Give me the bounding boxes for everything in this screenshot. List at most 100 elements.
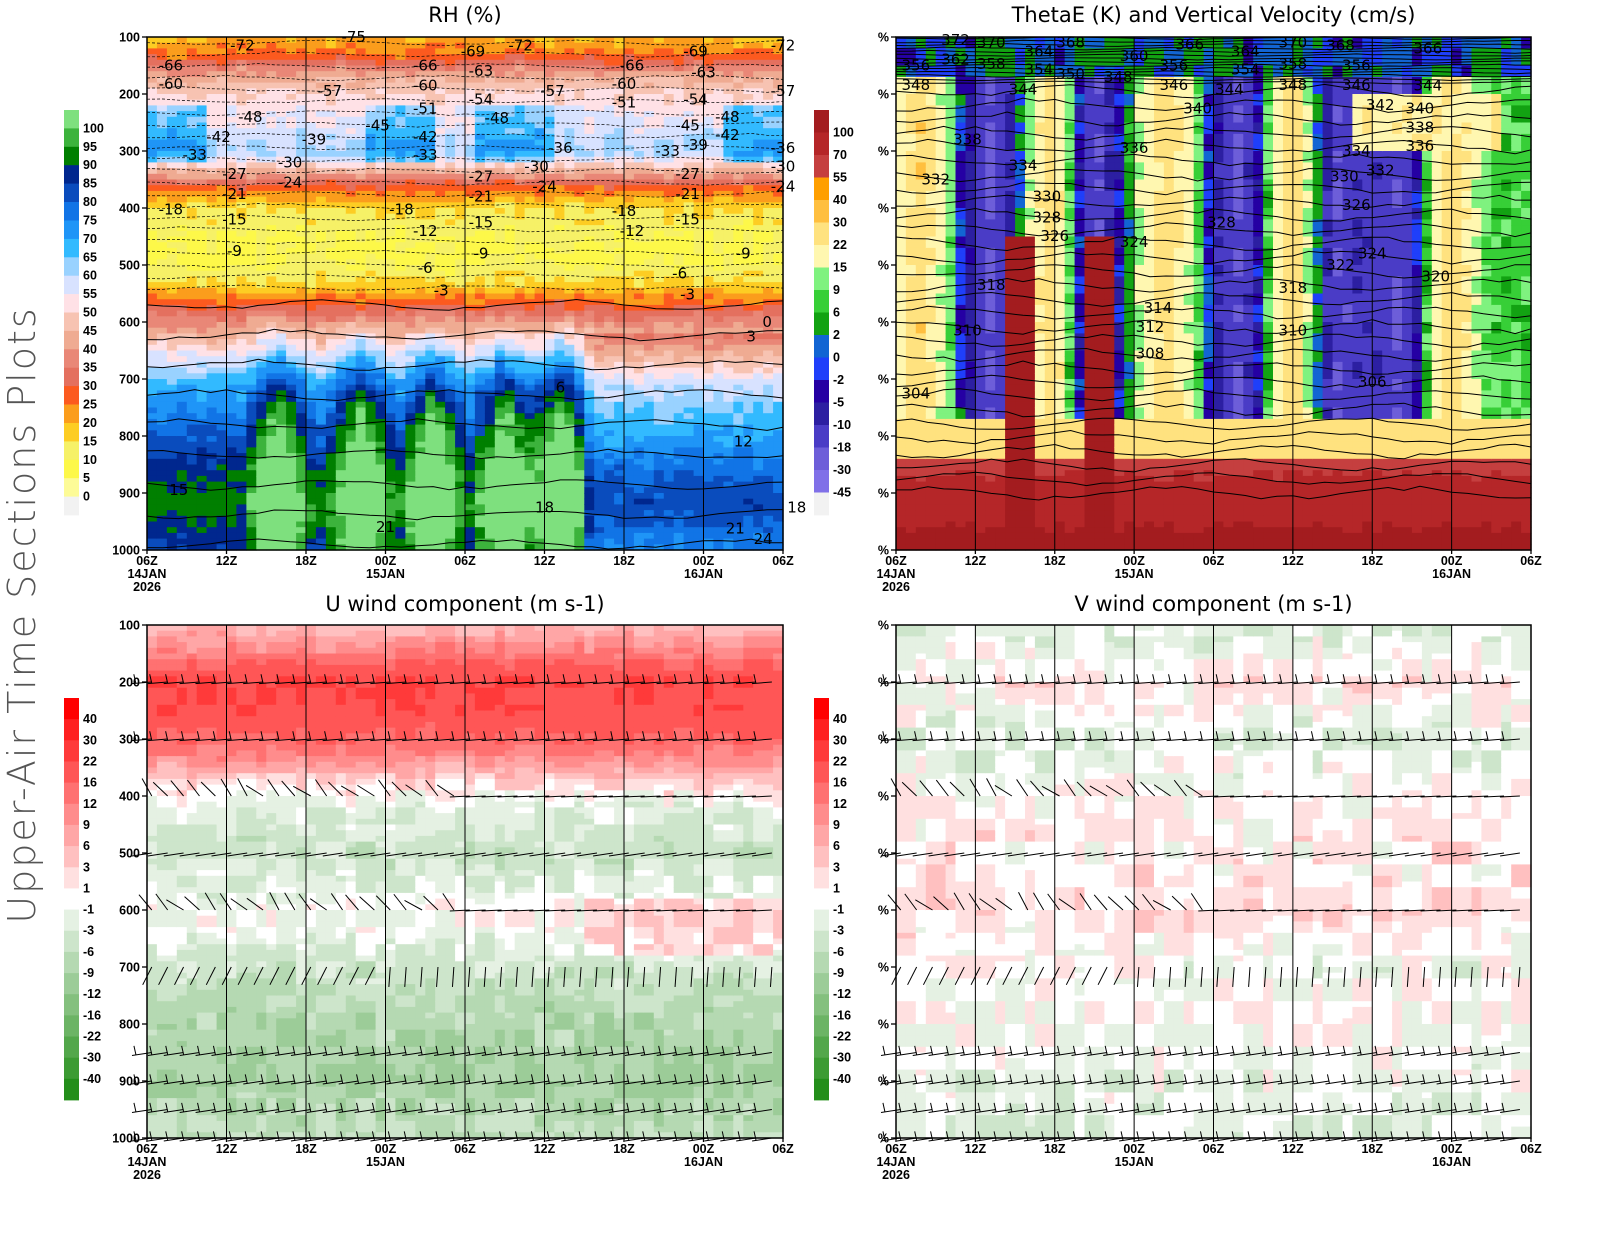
rh-cell (276, 402, 287, 408)
rh-cell (386, 402, 397, 408)
rh-cell (316, 305, 327, 311)
rh-cell (157, 351, 168, 357)
rh-cell (465, 83, 476, 89)
rh-cell (485, 356, 496, 362)
rh-cell (197, 408, 208, 414)
rh-cell (197, 77, 208, 83)
rh-cell (574, 197, 585, 203)
rh-cell (435, 185, 446, 191)
rh-cell (346, 316, 357, 322)
rh-cell (495, 442, 506, 448)
rh-cell (386, 487, 397, 493)
rh-cell (495, 71, 506, 77)
rh-cell (604, 539, 615, 545)
rh-cell (455, 333, 466, 339)
rh-cell (326, 516, 337, 522)
rh-cell (554, 522, 565, 528)
rh-cell (366, 339, 377, 345)
rh-cell (187, 368, 198, 374)
rh-cell (664, 60, 675, 66)
rh-cell (197, 504, 208, 510)
rh-cell (465, 339, 476, 345)
rh-cell (386, 368, 397, 374)
rh-cell (256, 379, 267, 385)
rh-cell (604, 476, 615, 482)
rh-cell (207, 66, 218, 72)
rh-cell (485, 379, 496, 385)
rh-cell (505, 191, 516, 197)
rh-cell (505, 522, 516, 528)
rh-cell (584, 482, 595, 488)
rh-cell (266, 60, 277, 66)
rh-cell (505, 442, 516, 448)
rh-cell (664, 117, 675, 123)
rh-cell (475, 134, 486, 140)
rh-cell (475, 271, 486, 277)
rh-cell (236, 459, 247, 465)
rh-cell (147, 316, 158, 322)
rh-cell (376, 425, 387, 431)
rh-cell (584, 191, 595, 197)
rh-cell (405, 470, 416, 476)
rh-cell (445, 476, 456, 482)
rh-cell (227, 94, 238, 100)
rh-cell (495, 208, 506, 214)
rh-cell (545, 379, 556, 385)
rh-cell (246, 419, 257, 425)
rh-cell (376, 88, 387, 94)
rh-cell (356, 231, 367, 237)
rh-cell (634, 504, 645, 510)
rh-cell (306, 527, 317, 533)
rh-cell (525, 504, 536, 510)
rh-cell (594, 390, 605, 396)
rh-cell (266, 311, 277, 317)
rh-cell (376, 77, 387, 83)
rh-cell (366, 430, 377, 436)
rh-cell (425, 345, 436, 351)
rh-cell (386, 465, 397, 471)
rh-cell (554, 271, 565, 277)
rh-cell (525, 345, 536, 351)
rh-cell (395, 470, 406, 476)
rh-cell (654, 345, 665, 351)
rh-cell (177, 510, 188, 516)
rh-cell (535, 316, 546, 322)
rh-cell (425, 396, 436, 402)
rh-cell (594, 539, 605, 545)
rh-cell (276, 470, 287, 476)
rh-cell (445, 430, 456, 436)
rh-cell (574, 527, 585, 533)
rh-cell (545, 533, 556, 539)
rh-cell (266, 288, 277, 294)
rh-cell (167, 396, 178, 402)
rh-cell (296, 288, 307, 294)
rh-cell (187, 231, 198, 237)
rh-cell (594, 66, 605, 72)
rh-cell (326, 231, 337, 237)
rh-cell (475, 294, 486, 300)
rh-cell (306, 219, 317, 225)
rh-cell (495, 362, 506, 368)
rh-cell (624, 487, 635, 493)
rh-cell (515, 242, 526, 248)
rh-cell (564, 482, 575, 488)
rh-cell (366, 385, 377, 391)
rh-cell (346, 168, 357, 174)
rh-cell (415, 442, 426, 448)
rh-cell (227, 470, 238, 476)
rh-cell (594, 362, 605, 368)
rh-cell (395, 151, 406, 157)
rh-cell (545, 71, 556, 77)
rh-cell (634, 493, 645, 499)
rh-cell (415, 459, 426, 465)
rh-cell (376, 504, 387, 510)
rh-cell (634, 522, 645, 528)
rh-cell (197, 208, 208, 214)
rh-cell (346, 71, 357, 77)
rh-cell (187, 288, 198, 294)
rh-cell (197, 442, 208, 448)
rh-cell (495, 453, 506, 459)
rh-cell (147, 174, 158, 180)
rh-cell (167, 522, 178, 528)
rh-cell (217, 305, 228, 311)
